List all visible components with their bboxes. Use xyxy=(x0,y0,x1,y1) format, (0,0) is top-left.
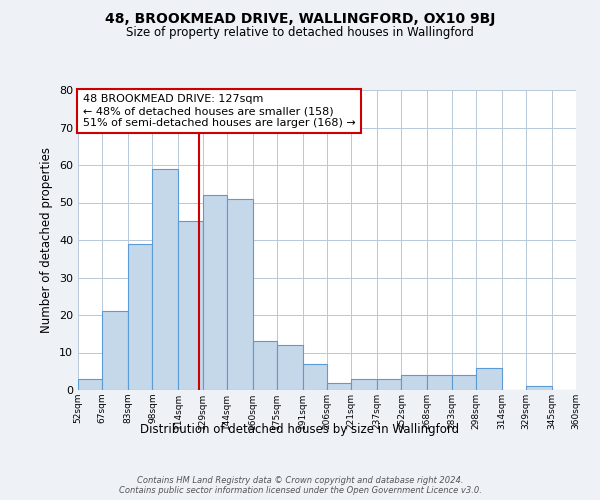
Bar xyxy=(452,375,476,390)
Bar xyxy=(427,375,452,390)
Bar xyxy=(327,382,351,390)
Bar xyxy=(152,169,178,390)
Bar xyxy=(277,345,303,390)
Bar xyxy=(203,195,227,390)
Y-axis label: Number of detached properties: Number of detached properties xyxy=(40,147,53,333)
Text: Distribution of detached houses by size in Wallingford: Distribution of detached houses by size … xyxy=(140,422,460,436)
Bar xyxy=(253,341,277,390)
Text: Contains HM Land Registry data © Crown copyright and database right 2024.
Contai: Contains HM Land Registry data © Crown c… xyxy=(119,476,481,495)
Bar xyxy=(78,379,102,390)
Bar xyxy=(303,364,327,390)
Bar xyxy=(351,379,377,390)
Bar xyxy=(102,311,128,390)
Bar xyxy=(178,221,203,390)
Bar xyxy=(227,198,253,390)
Bar xyxy=(401,375,427,390)
Text: 48 BROOKMEAD DRIVE: 127sqm
← 48% of detached houses are smaller (158)
51% of sem: 48 BROOKMEAD DRIVE: 127sqm ← 48% of deta… xyxy=(83,94,356,128)
Bar xyxy=(476,368,502,390)
Text: 48, BROOKMEAD DRIVE, WALLINGFORD, OX10 9BJ: 48, BROOKMEAD DRIVE, WALLINGFORD, OX10 9… xyxy=(105,12,495,26)
Bar xyxy=(377,379,401,390)
Text: Size of property relative to detached houses in Wallingford: Size of property relative to detached ho… xyxy=(126,26,474,39)
Bar xyxy=(128,244,152,390)
Bar xyxy=(526,386,552,390)
